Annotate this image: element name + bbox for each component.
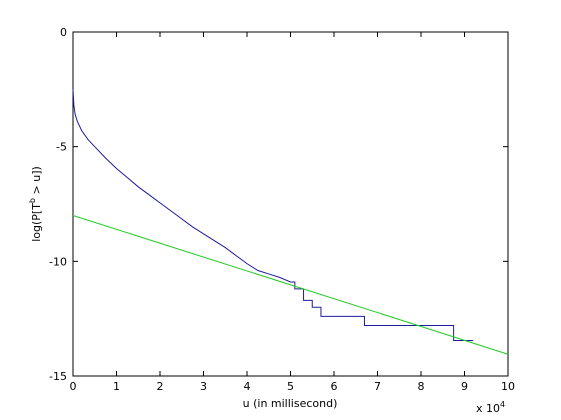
exponent-base: x 10	[476, 402, 500, 415]
x-tick-label: 9	[461, 380, 468, 393]
x-tick-label: 6	[331, 380, 338, 393]
x-exponent: x 104	[476, 400, 505, 415]
x-tick-label: 0	[70, 380, 77, 393]
data-line	[72, 89, 474, 341]
x-tick-label: 5	[287, 380, 294, 393]
x-axis-label: u (in millisecond)	[243, 397, 338, 410]
y-tick-label: -5	[56, 141, 67, 154]
x-tick-label: 1	[113, 380, 120, 393]
y-tick-label: -15	[49, 370, 67, 383]
x-tick-label: 2	[157, 380, 164, 393]
x-tick-label: 3	[200, 380, 207, 393]
y-tick-label: 0	[60, 26, 67, 39]
x-tick-label: 8	[418, 380, 425, 393]
data-line	[72, 214, 509, 355]
y-label-part: > u])	[30, 166, 43, 198]
exponent-power: 4	[500, 400, 505, 409]
y-label-sup: b	[28, 198, 37, 203]
plot-area	[72, 31, 509, 377]
y-label-part: log(P[T	[30, 203, 43, 242]
y-tick-label: -10	[49, 255, 67, 268]
x-tick-label: 10	[501, 380, 515, 393]
x-tick-label: 4	[244, 380, 251, 393]
y-axis-label: log(P[Tb > u])	[28, 166, 43, 242]
x-tick-label: 7	[374, 380, 381, 393]
